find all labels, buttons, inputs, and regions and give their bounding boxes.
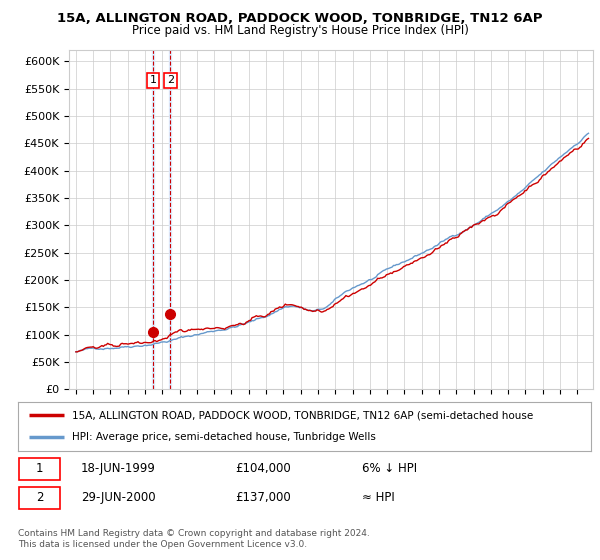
- Text: 20: 20: [173, 425, 186, 435]
- Text: 20: 20: [467, 425, 480, 435]
- Text: 14: 14: [398, 408, 410, 418]
- Text: 20: 20: [433, 425, 445, 435]
- Text: 15A, ALLINGTON ROAD, PADDOCK WOOD, TONBRIDGE, TN12 6AP: 15A, ALLINGTON ROAD, PADDOCK WOOD, TONBR…: [57, 12, 543, 25]
- FancyBboxPatch shape: [19, 487, 61, 509]
- Text: £104,000: £104,000: [236, 462, 292, 475]
- Text: 05: 05: [242, 408, 255, 418]
- Text: 20: 20: [364, 425, 376, 435]
- Text: 97: 97: [104, 408, 116, 418]
- Text: 16: 16: [433, 408, 445, 418]
- Text: 21: 21: [519, 408, 532, 418]
- Text: 20: 20: [329, 425, 341, 435]
- Text: 15: 15: [415, 408, 428, 418]
- Text: 20: 20: [226, 425, 238, 435]
- Text: 03: 03: [208, 408, 220, 418]
- Text: 17: 17: [450, 408, 463, 418]
- Text: 24: 24: [571, 408, 583, 418]
- Text: 20: 20: [502, 425, 514, 435]
- Text: 00: 00: [156, 408, 169, 418]
- Text: £137,000: £137,000: [236, 491, 292, 504]
- Text: Contains HM Land Registry data © Crown copyright and database right 2024.: Contains HM Land Registry data © Crown c…: [18, 529, 370, 538]
- Text: 07: 07: [277, 408, 290, 418]
- Text: 20: 20: [242, 425, 255, 435]
- Text: 11: 11: [346, 408, 359, 418]
- Text: 2: 2: [167, 76, 174, 86]
- Text: 02: 02: [191, 408, 203, 418]
- Text: 19: 19: [87, 425, 100, 435]
- Text: 20: 20: [312, 425, 324, 435]
- Text: 99: 99: [139, 408, 151, 418]
- Text: 20: 20: [156, 425, 169, 435]
- Text: 10: 10: [329, 408, 341, 418]
- Text: 20: 20: [571, 425, 583, 435]
- Text: 20: 20: [208, 425, 220, 435]
- Text: 20: 20: [295, 425, 307, 435]
- Text: 95: 95: [70, 408, 82, 418]
- Text: 1: 1: [149, 76, 157, 86]
- Text: 20: 20: [398, 425, 410, 435]
- Text: 18-JUN-1999: 18-JUN-1999: [81, 462, 156, 475]
- Text: ≈ HPI: ≈ HPI: [362, 491, 395, 504]
- Text: 22: 22: [536, 408, 549, 418]
- Text: 20: 20: [415, 425, 428, 435]
- Text: 20: 20: [346, 425, 359, 435]
- Bar: [169, 50, 172, 389]
- Text: This data is licensed under the Open Government Licence v3.0.: This data is licensed under the Open Gov…: [18, 540, 307, 549]
- Text: 13: 13: [381, 408, 393, 418]
- Text: 09: 09: [312, 408, 324, 418]
- Text: 98: 98: [122, 408, 134, 418]
- Text: 20: 20: [381, 425, 393, 435]
- Text: 20: 20: [502, 408, 514, 418]
- Text: 19: 19: [70, 425, 82, 435]
- Text: 15A, ALLINGTON ROAD, PADDOCK WOOD, TONBRIDGE, TN12 6AP (semi-detached house: 15A, ALLINGTON ROAD, PADDOCK WOOD, TONBR…: [73, 410, 533, 421]
- Text: 19: 19: [122, 425, 134, 435]
- Text: 6% ↓ HPI: 6% ↓ HPI: [362, 462, 417, 475]
- Text: 20: 20: [260, 425, 272, 435]
- Text: 06: 06: [260, 408, 272, 418]
- Text: 01: 01: [173, 408, 186, 418]
- Text: 12: 12: [364, 408, 376, 418]
- FancyBboxPatch shape: [19, 458, 61, 480]
- Text: 1: 1: [36, 462, 44, 475]
- Text: 20: 20: [450, 425, 463, 435]
- Text: 96: 96: [87, 408, 100, 418]
- Text: 2: 2: [36, 491, 44, 504]
- Text: HPI: Average price, semi-detached house, Tunbridge Wells: HPI: Average price, semi-detached house,…: [73, 432, 376, 442]
- Text: 20: 20: [519, 425, 532, 435]
- Text: 19: 19: [485, 408, 497, 418]
- Text: 19: 19: [104, 425, 116, 435]
- Text: 19: 19: [139, 425, 151, 435]
- Bar: [152, 50, 154, 389]
- Text: 20: 20: [191, 425, 203, 435]
- Text: 23: 23: [554, 408, 566, 418]
- Text: 04: 04: [226, 408, 238, 418]
- Text: 20: 20: [485, 425, 497, 435]
- Text: 18: 18: [467, 408, 479, 418]
- Text: 29-JUN-2000: 29-JUN-2000: [81, 491, 155, 504]
- Text: Price paid vs. HM Land Registry's House Price Index (HPI): Price paid vs. HM Land Registry's House …: [131, 24, 469, 37]
- Text: 20: 20: [277, 425, 290, 435]
- Text: 20: 20: [554, 425, 566, 435]
- Text: 08: 08: [295, 408, 307, 418]
- Text: 20: 20: [536, 425, 549, 435]
